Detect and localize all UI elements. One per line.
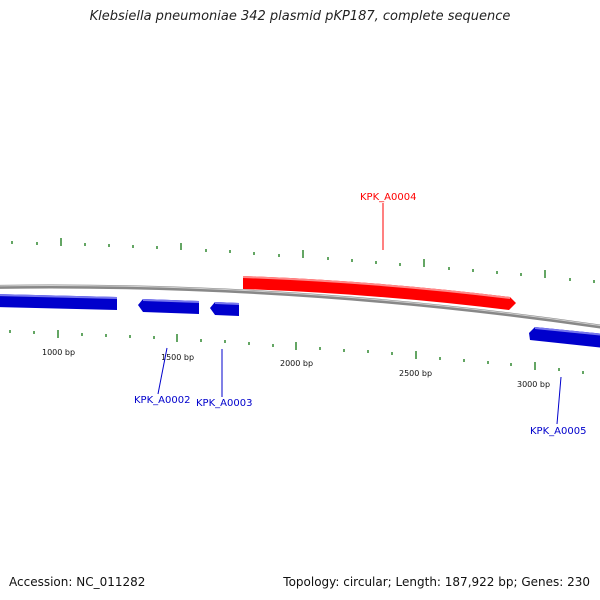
gene-arrow-kpk-a0004[interactable]: [243, 276, 516, 310]
scale-label: 1500 bp: [161, 353, 194, 362]
gene-arrow-kpk-a0003[interactable]: [210, 302, 239, 316]
inner-tick-track: [9, 330, 584, 374]
scale-labels: 1000 bp 1500 bp 2000 bp 2500 bp 3000 bp: [42, 348, 550, 389]
map-title: Klebsiella pneumoniae 342 plasmid pKP187…: [89, 9, 511, 24]
gene-arrow-unlabeled[interactable]: [0, 294, 117, 310]
scale-label: 2500 bp: [399, 369, 432, 378]
scale-label: 3000 bp: [517, 380, 550, 389]
plasmid-backbone: [0, 284, 600, 329]
accession-info: Accession: NC_011282: [9, 575, 146, 589]
topology-info: Topology: circular; Length: 187,922 bp; …: [283, 575, 590, 589]
gene-arrow-kpk-a0002[interactable]: [138, 299, 199, 314]
gene-arrow-kpk-a0005[interactable]: [529, 327, 600, 348]
gene-callouts: [157, 203, 562, 425]
gene-label-kpk-a0003[interactable]: KPK_A0003: [196, 398, 252, 409]
outer-tick-track: [11, 238, 595, 283]
gene-label-kpk-a0005[interactable]: KPK_A0005: [530, 426, 586, 437]
scale-label: 1000 bp: [42, 348, 75, 357]
gene-label-kpk-a0004[interactable]: KPK_A0004: [360, 192, 416, 203]
scale-label: 2000 bp: [280, 359, 313, 368]
gene-label-kpk-a0002[interactable]: KPK_A0002: [134, 395, 190, 406]
